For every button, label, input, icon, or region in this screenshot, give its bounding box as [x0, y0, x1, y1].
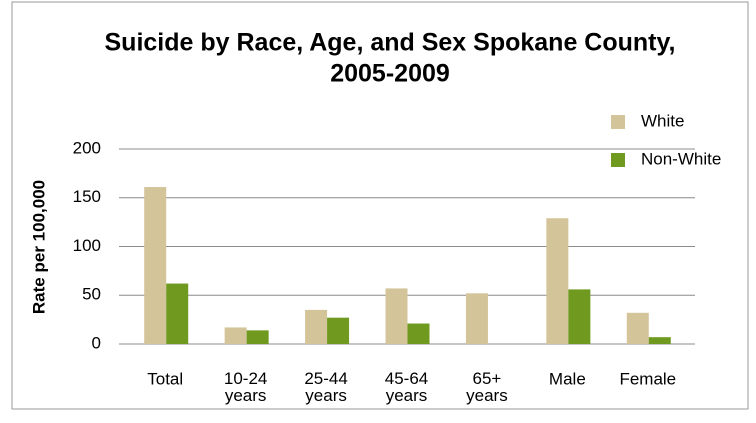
bar [305, 309, 328, 344]
bar [385, 288, 408, 344]
x-tick-label: 25-44 years [304, 369, 347, 405]
x-tick-label: Female [619, 369, 676, 388]
y-tick-label: 200 [73, 138, 101, 157]
bar [626, 312, 649, 344]
x-tick-label: Male [549, 369, 586, 388]
y-tick-label: 100 [73, 236, 101, 255]
y-tick-label: 150 [73, 187, 101, 206]
y-tick-label: 0 [92, 333, 101, 352]
y-axis-title: Rate per 100,000 [29, 180, 48, 314]
bar [166, 283, 189, 344]
x-tick-label: Total [147, 369, 183, 388]
bar [407, 323, 430, 344]
x-tick-label: 65+ years [466, 369, 508, 405]
x-tick-label: 45-64 years [385, 369, 428, 405]
chart-title: 2005-2009 [330, 60, 450, 88]
chart-title: Suicide by Race, Age, and Sex Spokane Co… [105, 29, 676, 57]
bar [648, 337, 671, 344]
bar [144, 187, 167, 344]
x-tick-label: 10-24 years [224, 369, 267, 405]
bar [327, 317, 350, 344]
legend-label: White [641, 111, 684, 130]
legend-swatch [611, 115, 625, 129]
bar [546, 218, 569, 344]
bar [568, 289, 591, 344]
bar [246, 330, 269, 344]
bar [465, 293, 488, 344]
legend-label: Non-White [641, 149, 721, 168]
chart-frame [11, 1, 749, 410]
bar [224, 327, 247, 344]
y-tick-label: 50 [82, 285, 101, 304]
legend-swatch [611, 153, 625, 167]
